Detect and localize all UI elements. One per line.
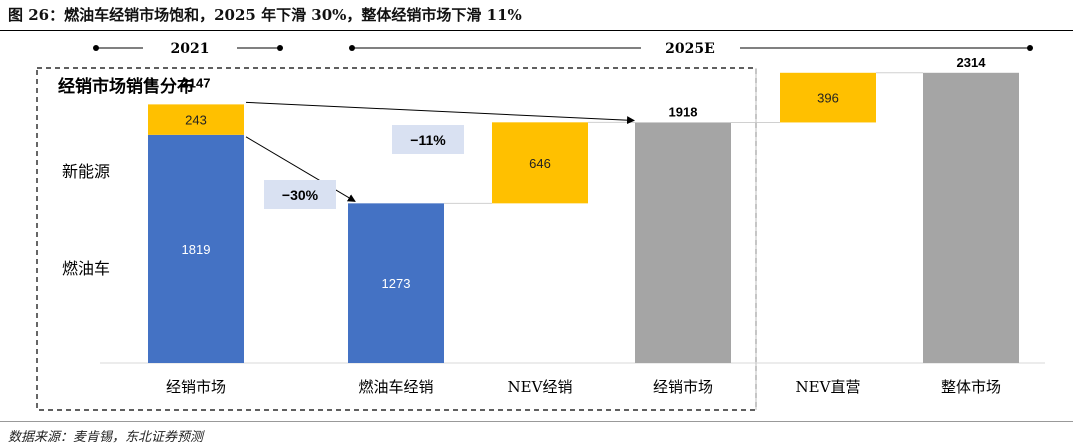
bar-nev-value-0: 243	[185, 113, 207, 128]
source-rule	[0, 421, 1073, 422]
bar-total-5	[923, 72, 1019, 364]
period-label-2025e: 2025E	[665, 41, 715, 57]
waterfall-chart: 2021 2025E 经销市场销售分布 新能源 燃油车 1819243经销市场1…	[36, 41, 1045, 411]
bar-total-3	[635, 122, 731, 363]
annotation-box-minus-11	[392, 125, 464, 154]
source-note: 数据来源：麦肯锡，东北证券预测	[8, 430, 204, 445]
bar-nev-0	[148, 104, 244, 135]
x-tick-label-0: 经销市场	[166, 378, 226, 396]
x-tick-label-1: 燃油车经销	[358, 378, 433, 396]
bar-ice-value-0: 1819	[182, 242, 211, 257]
bar-nev-4	[780, 72, 876, 123]
bar-ice-value-1: 1273	[382, 276, 411, 291]
annotation-text-minus-30: −30%	[282, 187, 319, 203]
annotation-text-minus-11: −11%	[410, 132, 446, 148]
arrow-ice-change	[245, 136, 356, 202]
chart-marks: 1819 243 经销市场 1273 燃油车经销 646 NEV经销 经销市场 396 NEV直营…	[148, 55, 1019, 410]
annotation-minus-30: −30%	[264, 180, 336, 209]
bar-nev-2	[492, 122, 588, 204]
x-tick-label-4: NEV直营	[796, 378, 861, 396]
total-label-1: 1918	[669, 104, 698, 119]
title-rule	[0, 30, 1073, 31]
x-tick-label-2: NEV经销	[508, 378, 573, 396]
bar-ice-1	[348, 203, 444, 363]
annotation-minus-11: −11%	[392, 125, 464, 154]
annotation-box-minus-30	[264, 180, 336, 209]
chart-title: 经销市场销售分布	[58, 76, 194, 97]
period-label-2021: 2021	[171, 41, 210, 57]
bar-nev-value-2: 646	[529, 156, 551, 171]
period-timeline-2025e: 2025E	[349, 41, 1033, 57]
total-label-2: 2314	[957, 55, 987, 70]
legend-label-nev: 新能源	[62, 162, 110, 181]
arrow-market-change	[245, 101, 635, 125]
legend-label-ice: 燃油车	[62, 259, 110, 278]
bar-ice-0	[148, 134, 244, 363]
period-timeline-2021: 2021	[93, 41, 283, 57]
bar-nev-value-4: 396	[817, 91, 839, 106]
total-label-0: 2147	[182, 76, 211, 91]
figure-title: 图 26：燃油车经销市场饱和，2025 年下滑 30%，整体经销市场下滑 11%	[8, 6, 522, 24]
x-tick-label-3: 经销市场	[653, 378, 713, 396]
x-tick-label-5: 整体市场	[941, 378, 1001, 396]
